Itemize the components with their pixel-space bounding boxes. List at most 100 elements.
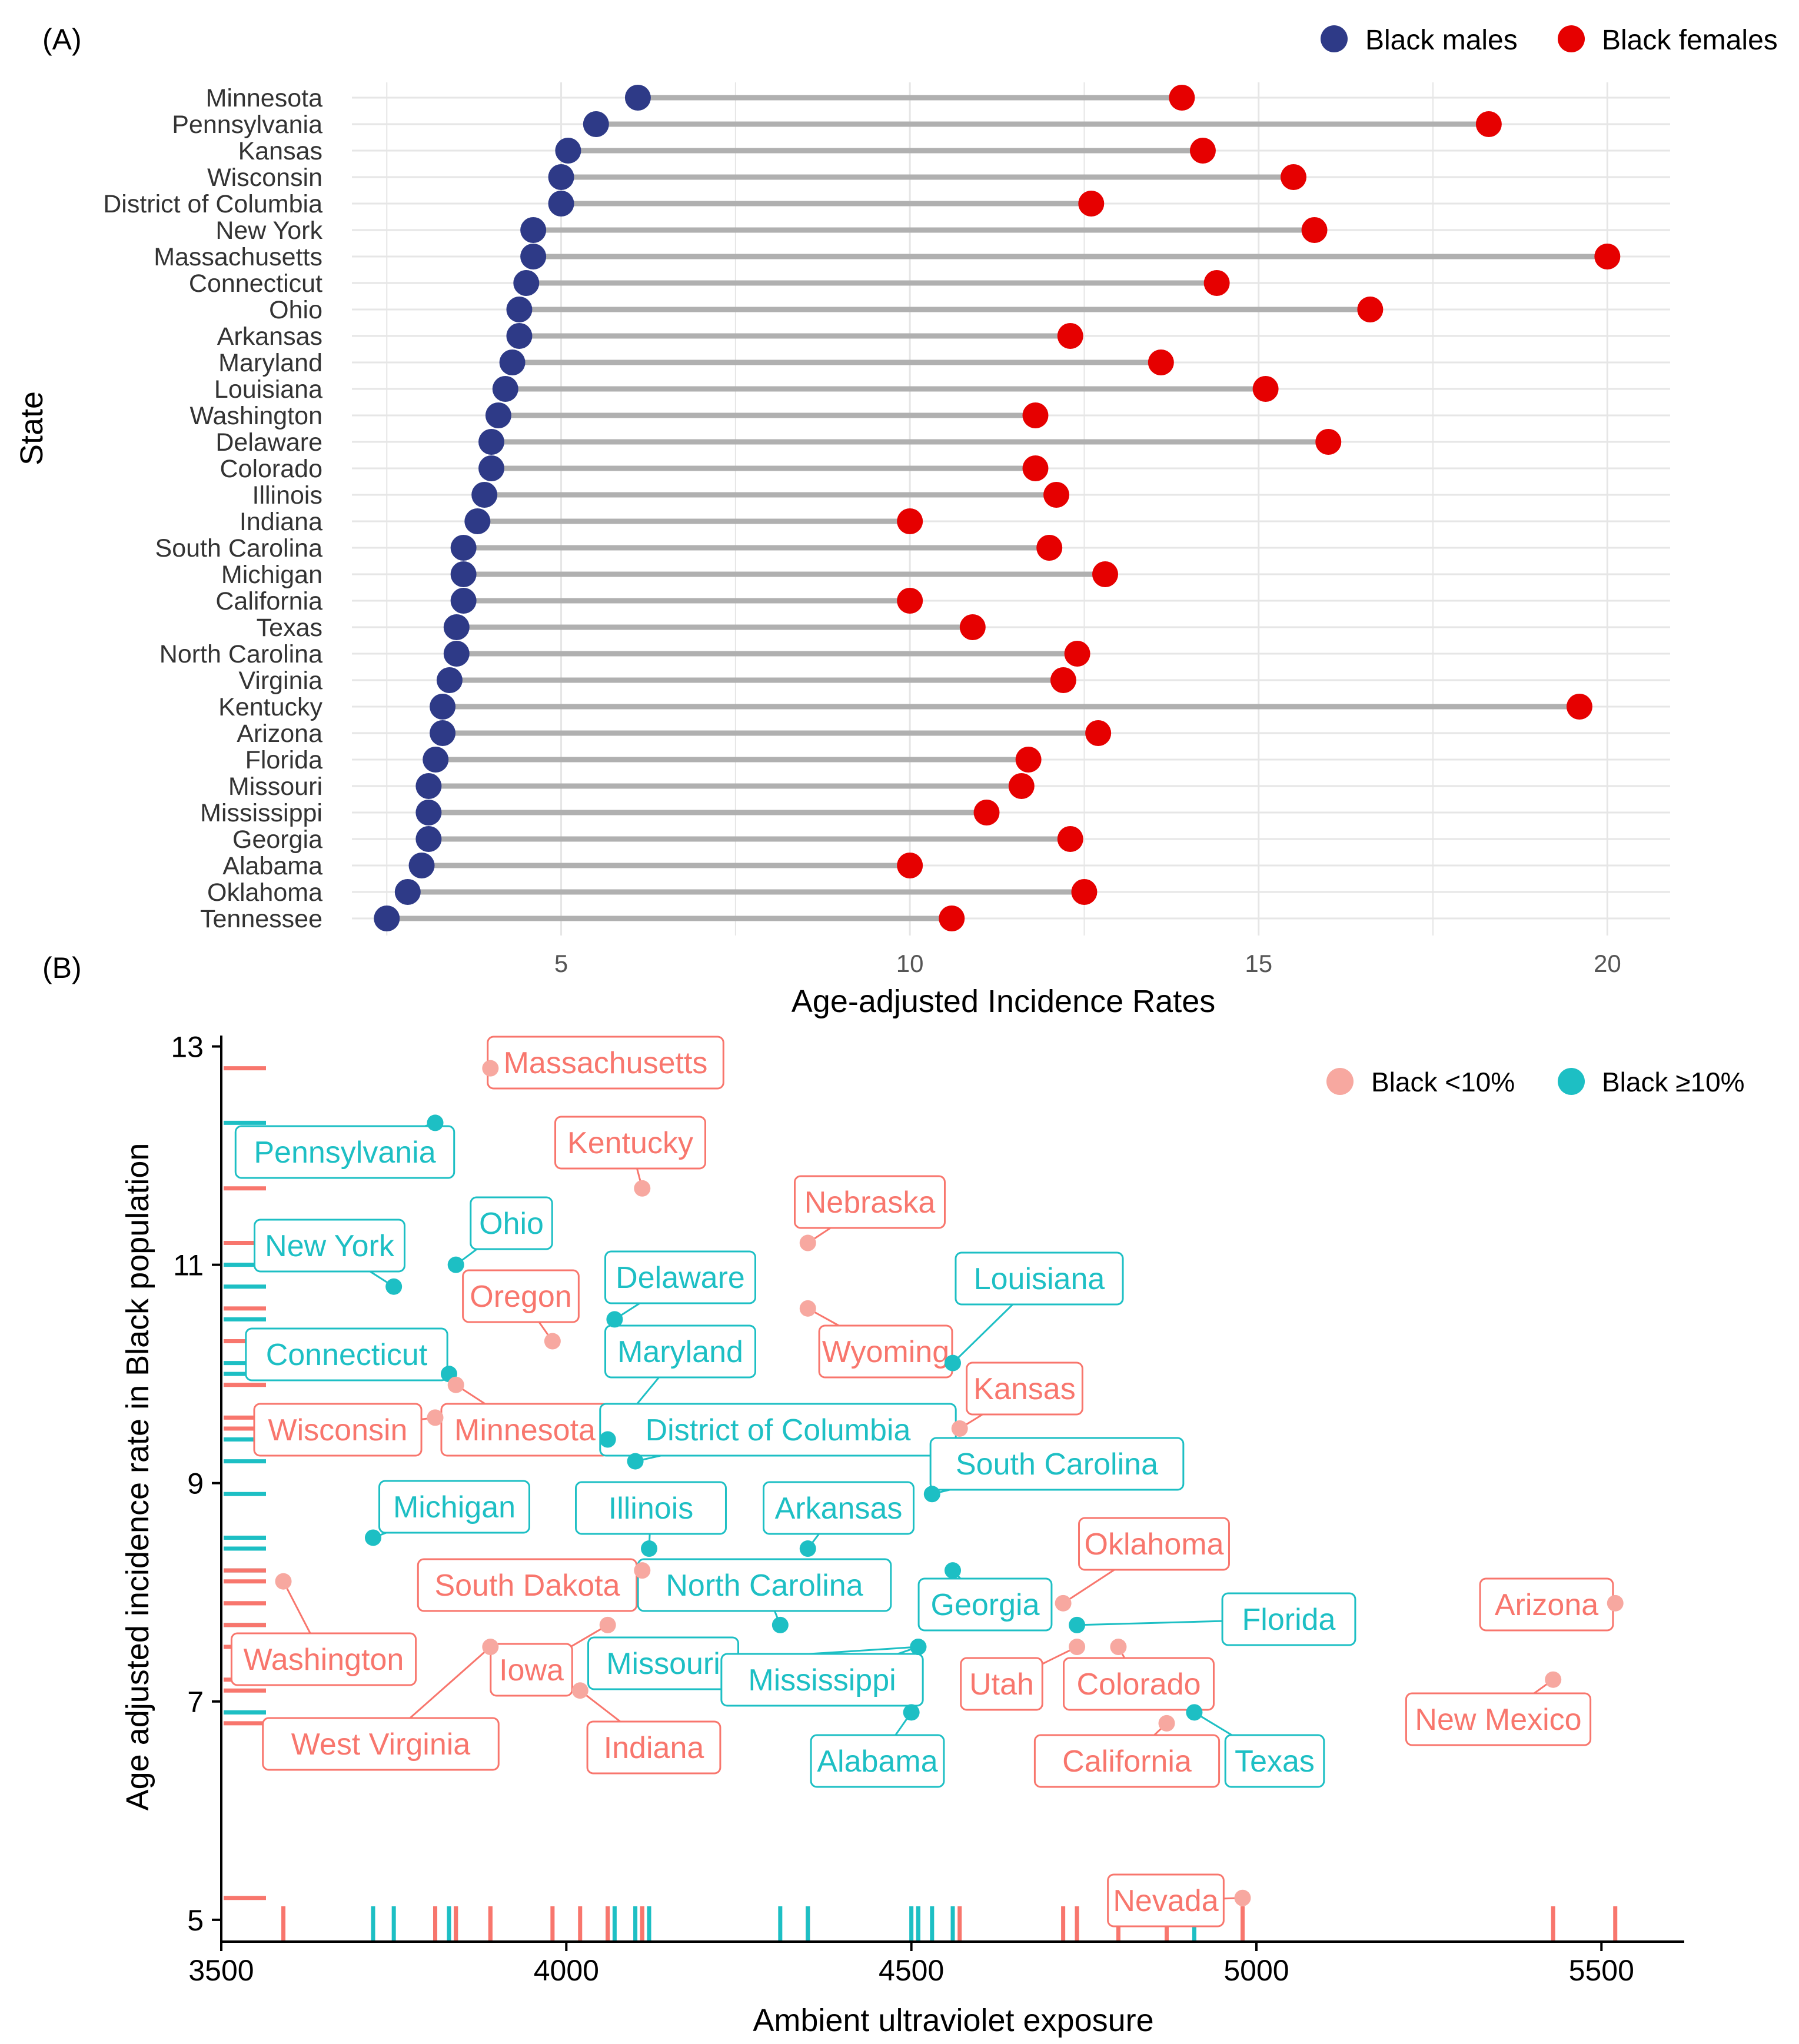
male-point [520, 244, 547, 269]
legend-high-black-marker [1558, 1068, 1585, 1095]
male-point [583, 111, 609, 137]
label-box [637, 1558, 892, 1612]
low-black-point [599, 1616, 616, 1633]
state-label: Delaware [215, 428, 322, 457]
state-label: Indiana [240, 508, 322, 536]
label-box [1063, 1657, 1215, 1711]
high-black-point [641, 1540, 658, 1557]
female-point [1092, 561, 1118, 587]
male-point [506, 297, 533, 322]
female-point [1315, 429, 1342, 455]
label-box [929, 1437, 1185, 1491]
state-label: Ohio [269, 296, 322, 324]
female-point [959, 614, 986, 640]
state-label: Pennsylvania [172, 111, 322, 139]
female-point [1357, 297, 1384, 322]
high-black-point [945, 1354, 961, 1371]
label-box [810, 1734, 945, 1788]
state-label: Arizona [1495, 1588, 1598, 1622]
state-label: Arkansas [775, 1492, 903, 1526]
state-label: Kentucky [567, 1126, 693, 1160]
label-box [794, 1175, 946, 1229]
x-tick-label: 15 [1245, 950, 1272, 977]
state-label: District of Columbia [646, 1413, 911, 1447]
label-box [230, 1632, 417, 1686]
state-label: South Carolina [155, 534, 323, 562]
state-label: Missouri [228, 773, 322, 801]
female-point [1252, 376, 1279, 402]
x-tick-label: 10 [896, 950, 924, 977]
female-point [1566, 694, 1592, 720]
low-black-point [275, 1573, 292, 1590]
x-tick-label: 5000 [1223, 1954, 1289, 1987]
state-label: Connecticut [266, 1338, 428, 1372]
x-tick-label: 5 [554, 950, 568, 977]
male-point [478, 455, 505, 481]
high-black-point [1069, 1616, 1086, 1633]
state-label: Nevada [1113, 1884, 1218, 1918]
label-box [462, 1269, 580, 1323]
low-black-point [1055, 1594, 1072, 1612]
male-point [443, 614, 470, 640]
state-label: Louisiana [974, 1262, 1105, 1296]
state-label: Oklahoma [1085, 1527, 1224, 1562]
low-black-point [427, 1409, 444, 1426]
female-point [1064, 641, 1090, 667]
male-point [506, 323, 533, 349]
state-label: Iowa [499, 1653, 564, 1687]
label-box [262, 1717, 500, 1771]
female-point [1189, 138, 1216, 164]
state-label: Massachusetts [504, 1046, 708, 1080]
male-point [374, 906, 400, 931]
high-black-point [910, 1639, 927, 1656]
male-point [485, 402, 511, 428]
state-label: Wyoming [822, 1335, 949, 1369]
state-label: New York [265, 1229, 395, 1263]
high-black-point [799, 1540, 816, 1557]
legend-low-black-marker [1326, 1068, 1354, 1095]
legend-low-black-label: Black <10% [1371, 1067, 1515, 1097]
state-label: Mississippi [200, 799, 322, 827]
male-point [430, 720, 456, 746]
female-point [1301, 217, 1328, 243]
state-label: District of Columbia [103, 190, 322, 218]
y-tick-label: 11 [173, 1249, 204, 1282]
label-box [960, 1657, 1043, 1711]
female-point [1022, 455, 1049, 481]
high-black-point [364, 1529, 381, 1546]
male-point [408, 853, 435, 878]
state-label: Arizona [237, 720, 322, 748]
state-label: Georgia [931, 1588, 1040, 1622]
state-label: Kansas [238, 137, 322, 165]
male-point [499, 349, 526, 375]
label-box [720, 1653, 924, 1707]
high-black-point [945, 1562, 961, 1579]
label-box [917, 1577, 1053, 1632]
high-black-point [599, 1431, 616, 1448]
low-black-point [482, 1060, 499, 1077]
state-label: Kansas [973, 1372, 1075, 1406]
male-point [624, 85, 651, 111]
female-point [1008, 773, 1035, 799]
state-label: Georgia [232, 825, 322, 854]
legend-high-black-label: Black ≥10% [1602, 1067, 1745, 1097]
state-label: Arkansas [217, 322, 322, 351]
high-black-point [1186, 1704, 1203, 1721]
state-label: Virginia [238, 667, 322, 695]
female-point [1169, 85, 1195, 111]
state-label: California [1062, 1745, 1192, 1779]
female-point [1148, 349, 1174, 375]
male-point [436, 667, 463, 693]
state-label: California [215, 587, 322, 615]
legend-male-marker [1321, 25, 1348, 52]
female-point [1281, 164, 1306, 190]
legend-female-label: Black females [1602, 25, 1778, 56]
state-label: Washington [190, 402, 322, 430]
label-box [1033, 1734, 1221, 1788]
label-box [234, 1125, 455, 1179]
panel-b-ylabel: Age adjusted incidence rate in Black pop… [120, 1143, 155, 1811]
panel-a-ylabel: State [14, 391, 49, 465]
state-label: Oklahoma [207, 878, 322, 907]
state-label: Ohio [479, 1207, 544, 1241]
panel-a-tag: (A) [42, 23, 82, 56]
